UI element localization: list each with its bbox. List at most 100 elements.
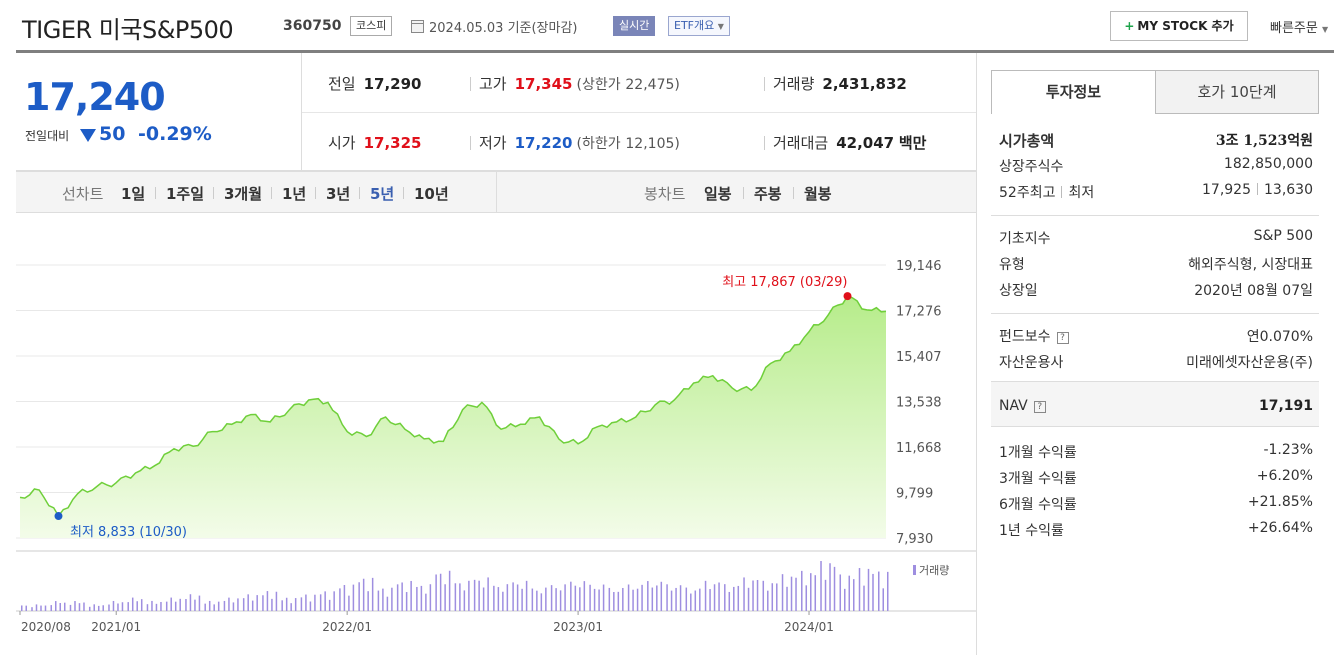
volume-bar [559, 590, 562, 611]
week52-high: 17,925 [1202, 182, 1251, 198]
volume-bar [512, 582, 514, 611]
stat-high: 고가 17,345 (상한가 22,475) [470, 73, 680, 94]
help-icon[interactable]: ? [1056, 332, 1069, 344]
period-3y[interactable]: 3년 [326, 185, 351, 203]
volume-bar [160, 601, 162, 611]
info-label: 기초지수 [999, 231, 1051, 247]
period-5y[interactable]: 5년 [370, 185, 395, 203]
info-value: 연0.070% [1246, 329, 1313, 345]
mystock-add-button[interactable]: + MY STOCK 추가 [1110, 11, 1248, 41]
week52-high-label: 52주최고 [999, 185, 1056, 201]
volume-bar [820, 561, 822, 611]
volume-bar [165, 601, 168, 611]
volume-bar [237, 598, 239, 611]
price-line [19, 295, 887, 518]
change-percent: -0.29% [138, 123, 212, 145]
info-value: -1.23% [1263, 442, 1313, 458]
period-1y[interactable]: 1년 [282, 185, 307, 203]
line-chart-label: 선차트 [62, 185, 104, 203]
realtime-badge[interactable]: 실시간 [613, 16, 656, 36]
info-value: 미래에셋자산운용(주) [1186, 355, 1313, 371]
volume-bar [882, 588, 884, 611]
info-value: 182,850,000 [1223, 156, 1313, 172]
volume-bar [377, 590, 380, 611]
current-price: 17,240 [24, 75, 166, 119]
volume-bar [117, 603, 119, 611]
info-divider [991, 381, 1319, 382]
volume-bar [545, 587, 547, 611]
period-1w[interactable]: 1주일 [166, 185, 205, 203]
plus-icon: + [1124, 19, 1135, 33]
volume-bar [704, 580, 707, 611]
volume-bar [339, 588, 341, 611]
tab-orderbook[interactable]: 호가 10단계 [1155, 70, 1319, 114]
low-marker [54, 512, 63, 521]
period-10y[interactable]: 10년 [414, 185, 449, 203]
volume-bar [506, 584, 509, 611]
stat-volume: 거래량 2,431,832 [764, 73, 907, 94]
volume-bar [583, 581, 586, 611]
volume-bar [574, 585, 577, 611]
price-chart[interactable]: 19,146 17,276 15,407 13,538 11,668 9,799 7,930… [16, 213, 977, 655]
tab-investment-info[interactable]: 투자정보 [991, 70, 1156, 114]
separator [1257, 183, 1258, 195]
info-label: 1년 수익률 [999, 523, 1064, 539]
volume-bar [636, 588, 639, 611]
volume-bar [223, 600, 226, 611]
volume-bar [540, 593, 543, 611]
etf-summary-label: ETF개요 [674, 19, 715, 32]
volume-bar [660, 581, 663, 611]
volume-bar [429, 584, 432, 611]
volume-bar [309, 601, 312, 611]
etf-summary-dropdown[interactable]: ETF개요 ▼ [668, 16, 730, 36]
period-3m[interactable]: 3개월 [224, 185, 263, 203]
help-icon[interactable]: ? [1033, 401, 1046, 413]
volume-bar [463, 590, 466, 611]
candle-monthly[interactable]: 월봉 [804, 185, 832, 203]
candle-daily[interactable]: 일봉 [704, 185, 732, 203]
volume-bar [294, 598, 297, 611]
volume-bar [50, 605, 52, 611]
info-manager: 자산운용사 미래에셋자산운용(주) [999, 352, 1313, 374]
volume-bar [213, 604, 215, 611]
chart-right-border [976, 53, 977, 655]
volume-bar [801, 570, 803, 611]
candle-weekly[interactable]: 주봉 [754, 185, 782, 203]
volume-bar [371, 577, 374, 611]
volume-bar [319, 594, 322, 611]
period-separator [743, 187, 744, 199]
volume-bar [487, 577, 489, 611]
info-fee: 펀드보수? 연0.070% [999, 326, 1313, 348]
info-value: 3조 1,523억원 [1215, 133, 1313, 149]
volume-bar [242, 598, 245, 611]
separator [1061, 186, 1063, 198]
volume-bar [290, 603, 292, 611]
volume-bar [251, 600, 254, 611]
volume-bar [21, 605, 23, 611]
volume-bar [839, 574, 842, 611]
info-value: +21.85% [1247, 494, 1313, 510]
header: TIGER 미국S&P500 360750 코스피 2024.05.03 기준(… [0, 0, 1334, 53]
volume-bar [343, 584, 346, 611]
volume-bar [102, 605, 104, 611]
period-1d[interactable]: 1일 [121, 185, 146, 203]
info-value: S&P 500 [1253, 228, 1313, 244]
info-type: 유형 해외주식형, 시장대표 [999, 254, 1313, 276]
caret-down-icon: ▼ [717, 22, 724, 31]
info-divider [991, 313, 1319, 314]
info-value: +26.64% [1247, 520, 1313, 536]
info-nav: NAV? 17,191 [999, 398, 1313, 420]
volume-bar [396, 584, 399, 611]
volume-bar [63, 602, 66, 611]
period-separator [315, 187, 316, 199]
volume-bar [718, 582, 720, 611]
candle-chart-label: 봉차트 [644, 185, 686, 203]
volume-bar [386, 596, 389, 611]
y-tick-label: 11,668 [896, 441, 942, 456]
stat-open: 시가 17,325 [328, 132, 422, 153]
quick-order-button[interactable]: 빠른주문 ▼ [1270, 17, 1328, 36]
volume-bar [824, 579, 827, 611]
x-tick-label: 2022/01 [322, 620, 372, 634]
info-panel: 투자정보 호가 10단계 시가총액 3조 1,523억원 상장주식수 182,8… [991, 70, 1319, 550]
x-tick-label: 2021/01 [91, 620, 141, 634]
